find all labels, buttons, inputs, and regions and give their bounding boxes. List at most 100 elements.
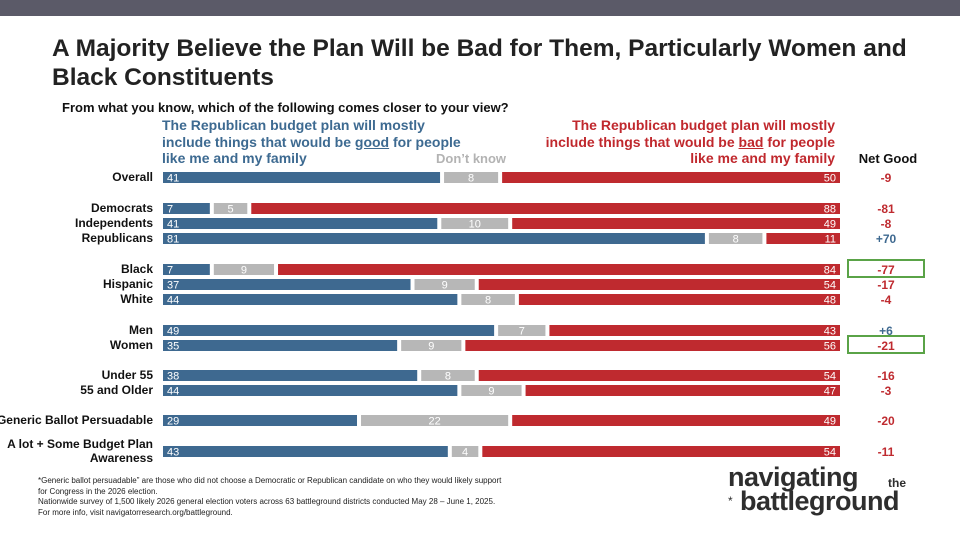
bar-good-men xyxy=(163,325,495,336)
value-dont-know-men: 7 xyxy=(519,326,525,338)
value-bad-generic-ballot-persuadable: 49 xyxy=(824,416,836,428)
value-good-generic-ballot-persuadable: 29 xyxy=(167,416,179,428)
logo-word-the: the xyxy=(888,476,906,490)
value-good-55-and-older: 44 xyxy=(167,386,179,398)
bar-bad-55-and-older xyxy=(525,385,840,396)
value-good-a-lot-some-budget-plan-awareness: 43 xyxy=(167,447,179,459)
row-label-55-and-older: 55 and Older xyxy=(80,383,153,397)
net-good-white: -4 xyxy=(881,293,892,307)
value-bad-independents: 49 xyxy=(824,219,836,231)
value-dont-know-55-and-older: 9 xyxy=(488,386,494,398)
header-good-word: good xyxy=(354,133,390,150)
value-bad-democrats: 88 xyxy=(824,204,836,216)
value-dont-know-democrats: 5 xyxy=(227,204,233,216)
survey-question: From what you know, which of the followi… xyxy=(62,100,509,115)
net-good-a-lot-some-budget-plan-awareness: -11 xyxy=(878,445,895,459)
header-dont-know: Don’t know xyxy=(436,151,507,166)
bar-dont-know-55-and-older xyxy=(461,385,522,396)
value-good-under-55: 38 xyxy=(167,371,179,383)
row-label-independents: Independents xyxy=(75,216,153,230)
top-banner xyxy=(0,0,960,16)
row-label-republicans: Republicans xyxy=(82,231,154,245)
footnote-line-3: Nationwide survey of 1,500 likely 2026 g… xyxy=(38,497,496,506)
bar-good-republicans xyxy=(163,233,705,244)
net-good-hispanic: -17 xyxy=(877,278,895,292)
value-bad-overall: 50 xyxy=(824,173,836,185)
value-dont-know-black: 9 xyxy=(241,265,247,277)
bar-bad-generic-ballot-persuadable xyxy=(512,415,840,426)
value-bad-a-lot-some-budget-plan-awareness: 54 xyxy=(824,447,836,459)
logo-star-icon: * xyxy=(728,494,733,508)
row-label-overall: Overall xyxy=(112,170,153,184)
value-dont-know-republicans: 8 xyxy=(733,234,739,246)
value-dont-know-hispanic: 9 xyxy=(442,280,448,292)
value-good-black: 7 xyxy=(167,265,173,277)
header-net-good: Net Good xyxy=(858,151,918,166)
row-label-men: Men xyxy=(129,323,153,337)
bar-good-overall xyxy=(163,172,441,183)
bar-good-hispanic xyxy=(163,279,411,290)
bar-dont-know-men xyxy=(498,325,546,336)
footnote: *Generic ballot persuadable” are those w… xyxy=(38,476,598,518)
value-bad-hispanic: 54 xyxy=(824,280,836,292)
row-label-a-lot-some-budget-plan-awareness-1: A lot + Some Budget Plan xyxy=(7,437,153,451)
row-label-hispanic: Hispanic xyxy=(103,277,153,291)
value-bad-republicans: 11 xyxy=(825,234,836,246)
header-bad-post: for people like me and my family xyxy=(690,133,835,167)
net-good-overall: -9 xyxy=(881,171,892,185)
header-good-pre: The Republican budget plan will mostly i… xyxy=(162,117,425,150)
value-dont-know-white: 8 xyxy=(485,295,491,307)
bar-good-a-lot-some-budget-plan-awareness xyxy=(163,446,448,457)
navigator-logo: navigating the * battleground xyxy=(728,462,948,522)
logo-word-battleground: battleground xyxy=(740,486,899,516)
value-good-overall: 41 xyxy=(167,173,179,185)
bar-good-women xyxy=(163,340,398,351)
net-good-generic-ballot-persuadable: -20 xyxy=(877,414,895,428)
value-bad-men: 43 xyxy=(824,326,836,338)
row-label-democrats: Democrats xyxy=(91,201,153,215)
value-dont-know-generic-ballot-persuadable: 22 xyxy=(428,416,440,428)
value-bad-white: 48 xyxy=(824,295,836,307)
value-bad-black: 84 xyxy=(824,265,836,277)
bar-dont-know-under-55 xyxy=(421,370,475,381)
value-good-democrats: 7 xyxy=(167,204,173,216)
header-good: The Republican budget plan will mostly i… xyxy=(162,117,462,167)
bar-bad-white xyxy=(518,294,840,305)
bar-bad-a-lot-some-budget-plan-awareness xyxy=(482,446,840,457)
header-bad-word: bad xyxy=(738,133,764,150)
value-bad-55-and-older: 47 xyxy=(824,386,836,398)
bar-good-generic-ballot-persuadable xyxy=(163,415,358,426)
logo-word-navigating: navigating xyxy=(728,462,859,492)
value-good-hispanic: 37 xyxy=(167,280,179,292)
bar-bad-democrats xyxy=(251,203,840,214)
row-label-women: Women xyxy=(110,338,153,352)
bar-bad-independents xyxy=(512,218,840,229)
row-label-a-lot-some-budget-plan-awareness-2: Awareness xyxy=(90,451,153,465)
header-bad: The Republican budget plan will mostly i… xyxy=(545,117,835,167)
bar-bad-women xyxy=(465,340,840,351)
net-good-democrats: -81 xyxy=(877,202,895,216)
net-highlight-box-women xyxy=(847,335,925,354)
value-good-women: 35 xyxy=(167,341,179,353)
value-dont-know-women: 9 xyxy=(428,341,434,353)
value-good-white: 44 xyxy=(167,295,179,307)
net-good-black: -77 xyxy=(877,263,895,277)
header-bad-pre: The Republican budget plan will mostly i… xyxy=(545,117,835,150)
footnote-line-1: *Generic ballot persuadable” are those w… xyxy=(38,476,502,485)
bar-bad-black xyxy=(278,264,840,275)
value-bad-women: 56 xyxy=(824,341,836,353)
row-label-generic-ballot-persuadable: Generic Ballot Persuadable xyxy=(0,413,153,427)
bar-good-55-and-older xyxy=(163,385,458,396)
bar-dont-know-republicans xyxy=(708,233,763,244)
bar-dont-know-overall xyxy=(444,172,499,183)
row-label-black: Black xyxy=(121,262,153,276)
net-good-independents: -8 xyxy=(881,217,892,231)
bar-dont-know-independents xyxy=(441,218,509,229)
bar-bad-under-55 xyxy=(478,370,840,381)
bar-good-white xyxy=(163,294,458,305)
bar-dont-know-a-lot-some-budget-plan-awareness xyxy=(451,446,479,457)
bar-dont-know-generic-ballot-persuadable xyxy=(361,415,509,426)
value-bad-under-55: 54 xyxy=(824,371,836,383)
row-label-under-55: Under 55 xyxy=(102,368,154,382)
bar-good-black xyxy=(163,264,210,275)
